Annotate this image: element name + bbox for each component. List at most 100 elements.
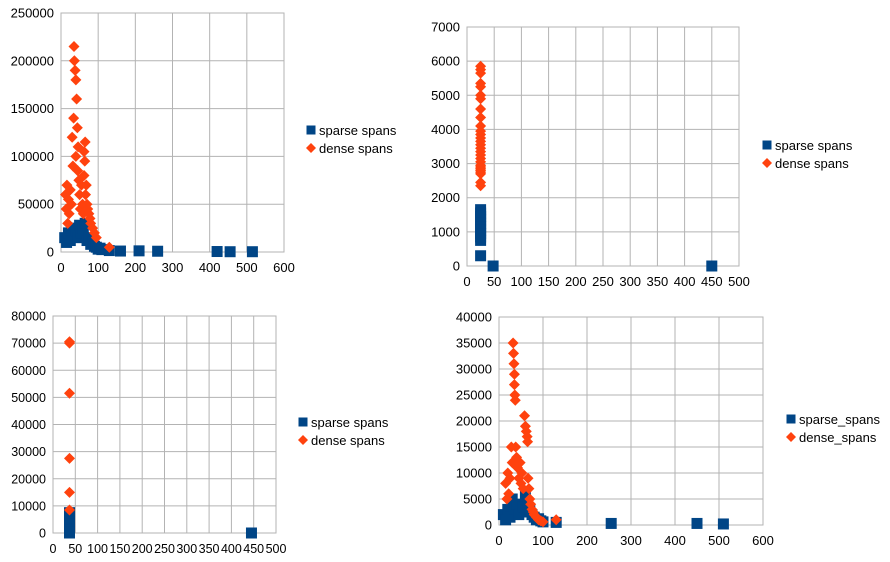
y-tick-label: 6000 <box>431 54 460 69</box>
sparse-point <box>706 260 718 272</box>
dense-point <box>68 55 80 67</box>
x-tick-label: 250 <box>154 542 175 556</box>
dense-point <box>64 486 76 498</box>
dense-point <box>63 208 75 220</box>
plot-area <box>52 315 277 534</box>
legend-sparse-marker <box>298 417 308 427</box>
dense-point <box>74 189 86 201</box>
dense-point <box>68 112 80 124</box>
x-tick-label: 100 <box>87 542 108 556</box>
x-tick-label: 200 <box>576 533 598 548</box>
dense-point <box>80 179 92 191</box>
dense-point <box>78 170 90 182</box>
y-tick-label: 2000 <box>431 190 460 205</box>
x-tick-label: 600 <box>273 260 295 275</box>
y-tick-label: 4000 <box>431 122 460 137</box>
legend-label: dense spans <box>311 433 385 448</box>
dense-point <box>475 168 487 180</box>
x-tick-label: 300 <box>162 260 184 275</box>
y-tick-label: 0 <box>453 259 460 274</box>
legend-sparse-marker <box>786 414 796 424</box>
x-tick-label: 500 <box>236 260 258 275</box>
x-tick-label: 100 <box>511 274 533 289</box>
y-tick-label: 1000 <box>431 224 460 239</box>
scatter-chart-4: 0500010000150002000025000300003500040000… <box>456 310 881 549</box>
y-tick-label: 30000 <box>456 362 492 377</box>
y-tick-label: 0 <box>485 518 492 533</box>
dense-point <box>537 516 549 528</box>
x-tick-label: 500 <box>708 533 730 548</box>
x-tick-label: 0 <box>463 274 470 289</box>
dense-point <box>72 165 84 177</box>
dense-point <box>475 93 487 105</box>
dense-point <box>64 184 76 196</box>
dense-point <box>516 467 528 479</box>
y-tick-label: 7000 <box>431 20 460 35</box>
dense-point <box>69 64 81 76</box>
sparse-point <box>475 250 487 262</box>
sparse-point <box>211 246 223 258</box>
y-tick-label: 0 <box>39 527 46 541</box>
dense-point <box>475 103 487 115</box>
y-tick-label: 10000 <box>11 499 46 513</box>
sparse-point <box>605 517 617 529</box>
dense-point <box>503 488 515 500</box>
dense-point <box>475 111 487 123</box>
dense-point <box>517 483 529 495</box>
legend-label: dense spans <box>319 141 393 156</box>
dense-point <box>64 504 76 516</box>
y-tick-label: 15000 <box>456 440 492 455</box>
dense-point <box>66 131 78 143</box>
y-tick-label: 80000 <box>11 310 46 324</box>
sparse-point <box>511 498 523 510</box>
x-tick-label: 450 <box>701 274 723 289</box>
y-tick-label: 20000 <box>456 414 492 429</box>
y-tick-label: 3000 <box>431 156 460 171</box>
legend-label: dense spans <box>775 156 849 171</box>
legend-label: sparse spans <box>775 138 853 153</box>
dense-point <box>550 514 562 526</box>
x-tick-label: 50 <box>68 542 82 556</box>
legend-dense-marker <box>762 158 772 168</box>
sparse-point <box>224 246 236 258</box>
sparse-point <box>114 245 126 257</box>
dense-point <box>70 150 82 162</box>
y-tick-label: 0 <box>47 245 54 260</box>
sparse-point <box>70 225 82 237</box>
legend-dense-marker <box>298 435 308 445</box>
x-tick-label: 100 <box>532 533 554 548</box>
dense-point <box>514 457 526 469</box>
y-tick-label: 100000 <box>11 149 54 164</box>
x-tick-label: 100 <box>87 260 109 275</box>
dense-point <box>522 472 534 484</box>
plot-area <box>498 316 764 526</box>
plot-area <box>466 26 740 267</box>
sparse-point <box>475 234 487 246</box>
dense-point <box>79 136 91 148</box>
x-tick-label: 300 <box>176 542 197 556</box>
dense-point <box>507 337 519 349</box>
dense-point <box>508 358 520 370</box>
y-tick-label: 10000 <box>456 466 492 481</box>
dense-point <box>103 241 115 253</box>
dense-point <box>475 180 487 192</box>
x-tick-label: 0 <box>57 260 64 275</box>
dense-point <box>68 40 80 52</box>
dense-point <box>504 472 516 484</box>
scatter-chart-2: 0 1000 2000 3000 4000 5000 6000 7000 0 50 100 150 20… <box>431 20 853 290</box>
sparse-point <box>64 235 76 247</box>
x-tick-label: 350 <box>199 542 220 556</box>
legend-sparse-marker <box>306 125 316 135</box>
sparse-point <box>504 511 516 523</box>
dense-point <box>522 436 534 448</box>
x-tick-label: 150 <box>109 542 130 556</box>
dense-point <box>64 387 76 399</box>
sparse-point <box>691 517 703 529</box>
dense-point <box>510 441 522 453</box>
dense-point <box>70 74 82 86</box>
dense-point <box>62 217 74 229</box>
scatter-chart-3: 0 10000 20000 30000 40000 50000 60000 70000 8000… <box>11 310 389 557</box>
x-tick-label: 0 <box>50 542 57 556</box>
y-tick-label: 50000 <box>11 391 46 405</box>
